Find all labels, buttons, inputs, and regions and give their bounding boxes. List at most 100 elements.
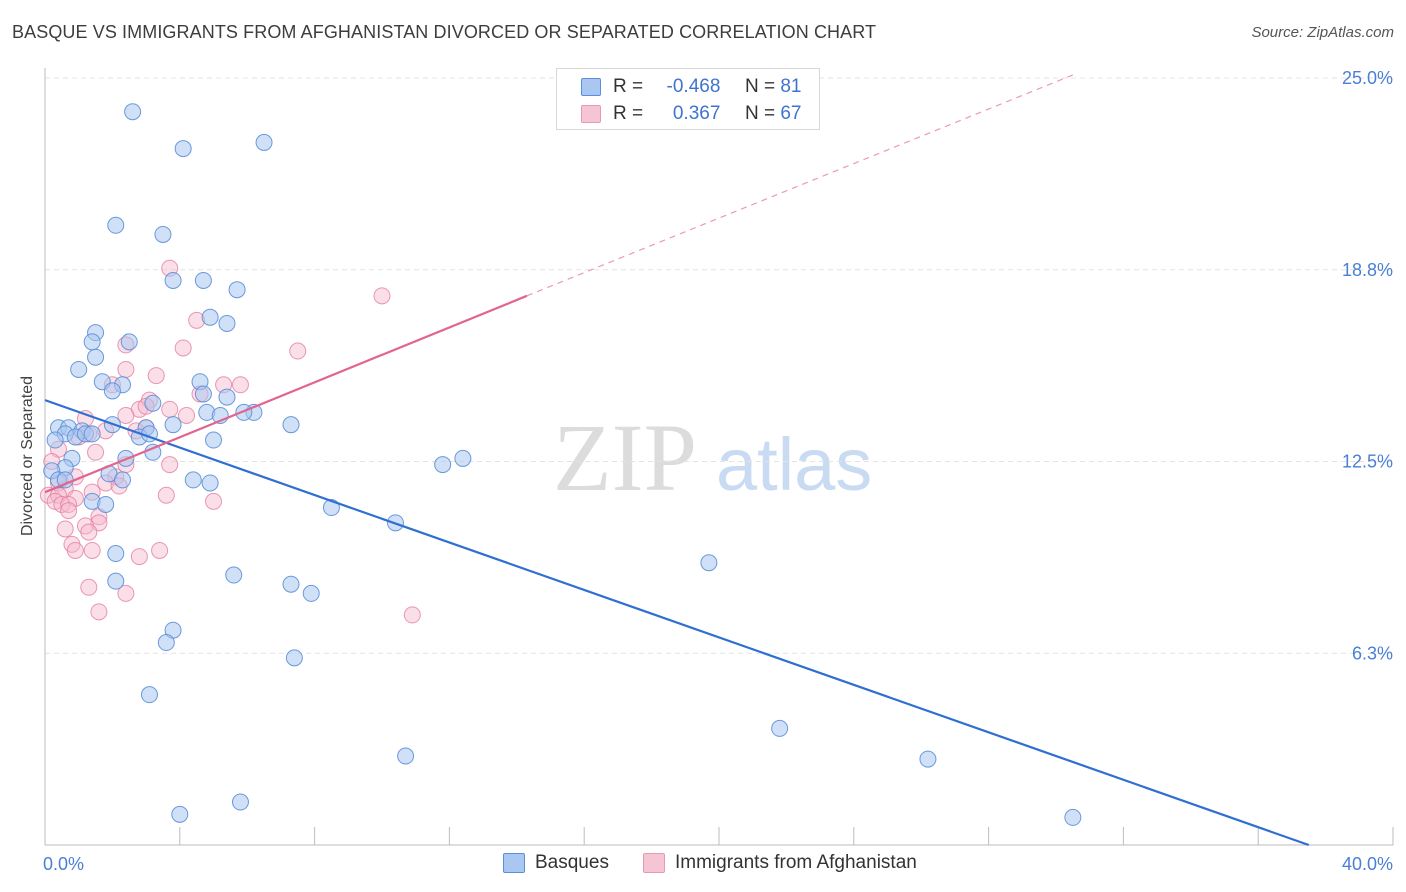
data-point-basques	[174, 140, 192, 158]
data-point-afghan	[60, 495, 78, 513]
y-tick-label: 25.0%	[1342, 68, 1393, 88]
legend-r-value-afghan: 0.367	[672, 103, 721, 124]
data-point-afghan	[39, 486, 57, 504]
x-tick-labels: 0.0% 40.0%	[43, 854, 1393, 874]
data-point-afghan	[161, 456, 179, 474]
legend-r-value-basques: -0.468	[666, 76, 721, 97]
data-point-afghan	[231, 376, 249, 394]
data-point-basques	[171, 805, 189, 823]
data-point-basques	[120, 333, 138, 351]
legend-n-label: N =	[744, 103, 776, 124]
data-point-basques	[124, 103, 142, 121]
watermark-atlas: atlas	[716, 423, 872, 506]
data-point-afghan	[130, 548, 148, 566]
data-point-basques	[83, 425, 101, 443]
data-point-afghan	[205, 492, 222, 510]
gridlines	[45, 77, 1393, 654]
data-point-afghan	[83, 541, 101, 559]
x-tick-label: 0.0%	[43, 854, 84, 874]
data-point-basques	[231, 793, 249, 811]
data-point-basques	[46, 431, 64, 449]
data-point-basques	[282, 575, 300, 593]
data-point-afghan	[151, 541, 169, 559]
data-point-basques	[157, 634, 175, 652]
data-point-afghan	[373, 287, 391, 305]
data-point-basques	[228, 281, 246, 299]
data-point-basques	[194, 271, 212, 289]
data-point-afghan	[157, 486, 175, 504]
data-point-afghan	[403, 606, 421, 624]
y-tick-label: 18.8%	[1342, 260, 1393, 280]
data-point-basques	[397, 747, 415, 765]
data-point-afghan	[87, 443, 105, 461]
data-point-afghan	[117, 360, 135, 378]
data-point-basques	[107, 572, 125, 590]
data-point-afghan	[161, 400, 179, 418]
data-point-afghan	[289, 342, 307, 360]
data-point-basques	[285, 649, 303, 667]
data-point-basques	[103, 382, 121, 400]
data-point-basques	[454, 449, 472, 467]
data-point-basques	[255, 133, 273, 151]
data-point-basques	[154, 225, 172, 243]
legend-n-label: N =	[744, 76, 776, 97]
series-legend: Basques Immigrants from Afghanistan	[0, 852, 1406, 878]
data-point-basques	[107, 216, 125, 234]
data-point-afghan	[147, 367, 165, 385]
data-point-basques	[201, 474, 219, 492]
legend-swatch-basques	[581, 78, 601, 96]
data-point-basques	[164, 271, 182, 289]
data-point-basques	[184, 471, 202, 489]
data-point-basques	[434, 456, 452, 474]
y-tick-label: 6.3%	[1352, 643, 1393, 663]
data-point-basques	[70, 360, 88, 378]
y-tick-labels: 6.3% 12.5% 18.8% 25.0%	[1342, 68, 1393, 663]
data-point-afghan	[80, 578, 98, 596]
legend-swatch-afghan	[581, 105, 601, 123]
data-point-basques	[97, 495, 115, 513]
data-point-basques	[194, 385, 212, 403]
data-point-basques	[83, 333, 101, 351]
data-point-basques	[114, 471, 132, 489]
data-point-afghan	[53, 495, 71, 513]
trend-line-afghan	[44, 294, 528, 494]
data-point-basques	[205, 431, 222, 449]
legend-n-value-basques: 81	[780, 76, 802, 97]
data-point-afghan	[66, 541, 84, 559]
y-tick-label: 12.5%	[1342, 452, 1393, 472]
chart-title: BASQUE VS IMMIGRANTS FROM AFGHANISTAN DI…	[12, 22, 877, 42]
data-point-basques	[218, 314, 236, 332]
data-point-afghan	[90, 603, 108, 621]
legend-label-basques: Basques	[535, 852, 609, 873]
correlation-legend: R = -0.468 N = 81 R = 0.367 N = 67	[556, 68, 820, 130]
data-point-afghan	[117, 584, 135, 602]
legend-swatch-afghan	[643, 853, 665, 873]
trend-line-basques	[44, 399, 1310, 847]
legend-label-afghan: Immigrants from Afghanistan	[675, 852, 917, 873]
data-point-basques	[87, 348, 105, 366]
data-point-basques	[771, 719, 789, 737]
data-point-basques	[107, 545, 125, 563]
legend-swatch-basques	[503, 853, 525, 873]
data-point-basques	[302, 584, 320, 602]
data-point-basques	[144, 394, 162, 412]
watermark: ZIP atlas	[553, 404, 872, 511]
legend-n-value-afghan: 67	[780, 103, 802, 124]
data-point-basques	[201, 308, 219, 326]
watermark-zip: ZIP	[553, 404, 697, 511]
data-point-basques	[164, 416, 182, 434]
data-point-afghan	[56, 520, 74, 538]
data-point-basques	[282, 416, 300, 434]
data-point-afghan	[117, 406, 135, 424]
data-point-afghan	[178, 406, 196, 424]
legend-r-label: R =	[613, 76, 644, 97]
x-tick-label: 40.0%	[1342, 854, 1393, 874]
data-point-basques	[700, 554, 718, 572]
data-point-basques	[1064, 808, 1082, 826]
data-point-afghan	[174, 339, 192, 357]
data-point-basques	[919, 750, 937, 768]
legend-r-label: R =	[613, 103, 644, 124]
data-point-basques	[140, 686, 158, 704]
data-point-afghan	[80, 523, 98, 541]
